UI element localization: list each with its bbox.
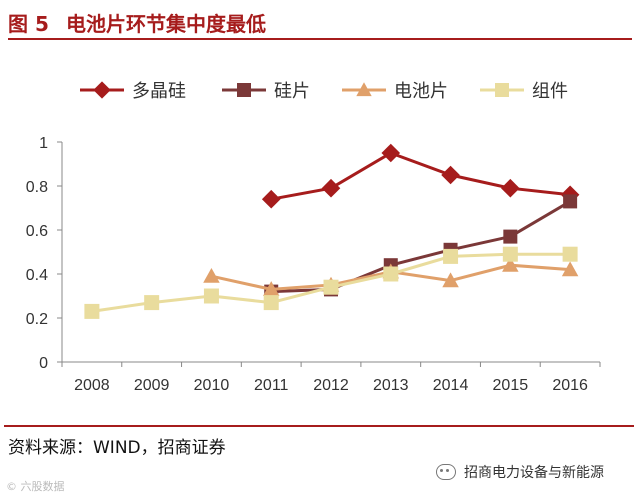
x-tick-label: 2008 xyxy=(74,377,110,394)
data-point xyxy=(323,279,339,295)
source-note: 资料来源：WIND，招商证券 xyxy=(8,438,226,458)
bottom-divider xyxy=(4,425,634,427)
data-point xyxy=(144,295,160,311)
chart-series xyxy=(84,143,580,319)
series-组件 xyxy=(84,246,578,319)
legend-item: 多晶硅 xyxy=(80,81,186,102)
data-point xyxy=(203,267,220,283)
data-point xyxy=(502,256,519,272)
chart-axes: 0 0.2 0.4 0.6 0.8 1 2008 2009 2010 2011 2012 2013 20… xyxy=(26,135,601,394)
data-point xyxy=(261,189,281,209)
x-tick-label: 2014 xyxy=(433,377,469,394)
x-tick-label: 2016 xyxy=(552,377,588,394)
chart-legend: 多晶硅 硅片 电池片 组件 xyxy=(80,81,568,102)
data-point xyxy=(563,194,578,209)
y-tick-label: 0.4 xyxy=(26,267,48,284)
legend-marker xyxy=(237,83,251,97)
data-point xyxy=(441,165,460,185)
data-point xyxy=(262,281,280,296)
data-point xyxy=(383,266,399,282)
brand-signature: 招商电力设备与新能源 xyxy=(436,462,604,482)
data-point xyxy=(443,248,459,264)
data-point xyxy=(502,246,518,262)
data-point xyxy=(442,272,459,288)
title-bar: 图 5 电池片环节集中度最低 xyxy=(8,4,632,40)
wechat-icon xyxy=(436,464,456,480)
x-tick-label: 2012 xyxy=(313,377,349,394)
y-tick-label: 0.8 xyxy=(26,179,48,196)
y-tick-label: 0.2 xyxy=(26,311,48,328)
data-point xyxy=(501,178,520,198)
data-point xyxy=(503,229,518,244)
legend-label: 组件 xyxy=(532,81,568,102)
y-tick-label: 0 xyxy=(39,355,48,372)
watermark: © 六股数据 xyxy=(6,480,65,493)
series-多晶硅 xyxy=(261,143,580,209)
x-tick-label: 2010 xyxy=(194,377,230,394)
x-tick-label: 2011 xyxy=(254,377,289,394)
data-point xyxy=(203,288,219,304)
x-tick-label: 2009 xyxy=(134,377,170,394)
y-tick-label: 1 xyxy=(39,135,48,152)
data-point xyxy=(561,261,579,277)
data-point xyxy=(263,295,279,311)
x-tick-label: 2015 xyxy=(493,377,529,394)
data-point xyxy=(562,246,578,262)
legend-marker xyxy=(356,82,372,97)
series-line xyxy=(270,151,571,201)
legend-item: 电池片 xyxy=(342,81,448,102)
page-title: 电池片环节集中度最低 xyxy=(66,12,266,36)
legend-marker xyxy=(495,83,509,97)
legend-item: 组件 xyxy=(480,81,568,102)
series-硅片 xyxy=(264,194,578,299)
data-point xyxy=(84,303,100,319)
brand-name: 招商电力设备与新能源 xyxy=(464,465,604,481)
legend-label: 多晶硅 xyxy=(132,81,186,102)
legend-item: 硅片 xyxy=(222,81,310,102)
series-line xyxy=(271,200,571,294)
x-tick-label: 2013 xyxy=(373,377,409,394)
data-point xyxy=(321,178,341,198)
line-chart: 多晶硅 硅片 电池片 组件 0 0.2 0.4 0.6 0.8 1 2008 2009 2010 201… xyxy=(26,81,601,394)
legend-marker xyxy=(93,81,111,99)
figure-number: 图 5 xyxy=(8,12,49,36)
y-tick-label: 0.6 xyxy=(26,223,48,240)
legend-label: 电池片 xyxy=(394,81,448,102)
legend-label: 硅片 xyxy=(274,81,310,102)
data-point xyxy=(381,143,401,163)
